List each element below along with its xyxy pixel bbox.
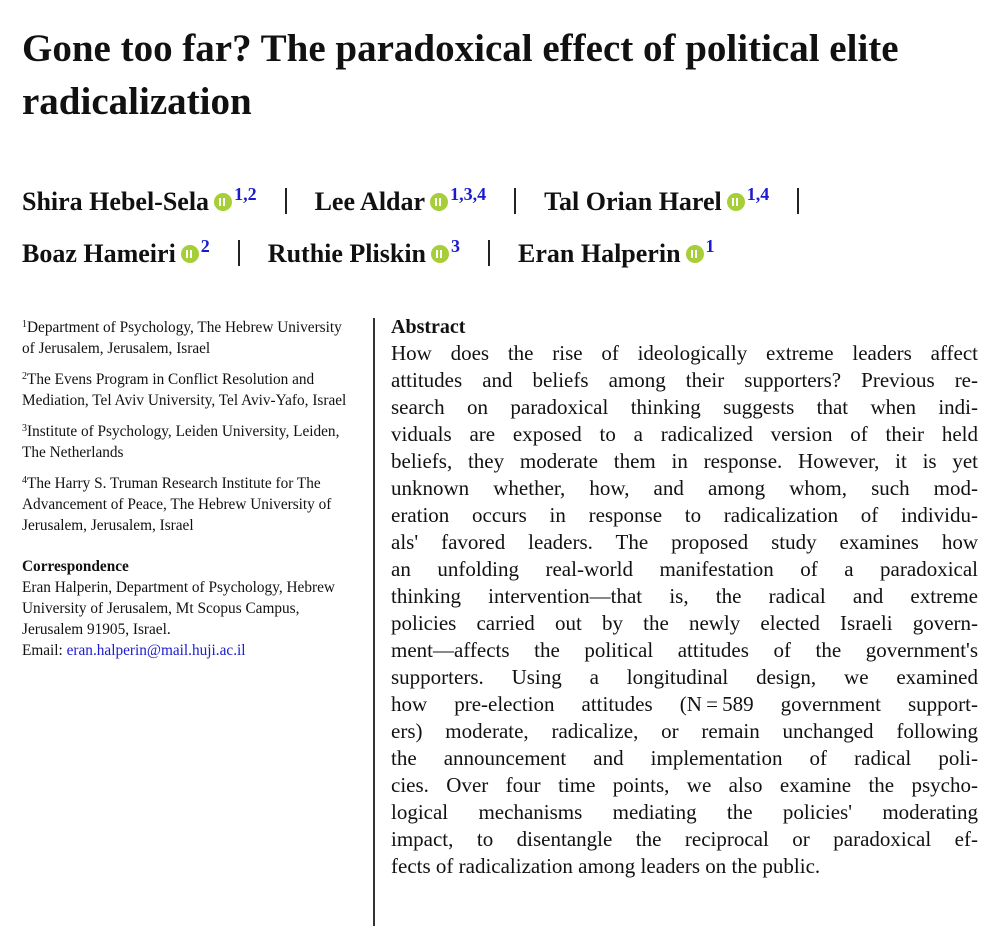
paper-title: Gone too far? The paradoxical effect of … [22, 27, 899, 123]
separator [284, 188, 287, 214]
affiliation-text: Department of Psychology, The Hebrew Uni… [22, 319, 342, 357]
separator [797, 188, 800, 214]
abstract-line: fects of radicalization among leaders on… [391, 854, 821, 878]
author: Lee Aldar 1,3,4 [314, 184, 487, 216]
affiliation-number: 3 [22, 423, 27, 434]
author-name: Boaz Hameiri [22, 239, 176, 268]
author: Eran Halperin 1 [518, 236, 715, 268]
correspondence-heading: Correspondence [22, 558, 129, 575]
author: Ruthie Pliskin 3 [267, 236, 461, 268]
author-name: Ruthie Pliskin [267, 239, 427, 268]
affiliations-column: 1Department of Psychology, The Hebrew Un… [22, 314, 358, 661]
author-name: Eran Halperin [518, 239, 681, 268]
author-affiliation-numbers: 1,4 [746, 184, 770, 204]
abstract-line: ment—affects the political attitudes of … [391, 638, 978, 662]
abstract-line: thinking intervention—that is, the radic… [391, 584, 978, 608]
abstract-line: supporters. Using a longitudinal design,… [391, 665, 978, 689]
correspondence-text: Eran Halperin, Department of Psychology,… [22, 579, 335, 638]
affiliation: 1Department of Psychology, The Hebrew Un… [22, 314, 358, 359]
author-affiliation-numbers: 1 [705, 236, 715, 256]
author-affiliation-numbers: 2 [200, 236, 210, 256]
abstract-line: impact, to disentangle the reciprocal or… [391, 827, 978, 851]
separator [237, 240, 240, 266]
author-name: Shira Hebel-Sela [22, 187, 210, 216]
abstract-line: How does the rise of ideologically extre… [391, 341, 978, 365]
abstract-line: beliefs, they moderate them in response.… [391, 449, 978, 473]
author-affiliation-numbers: 3 [451, 236, 461, 256]
author-name: Lee Aldar [314, 187, 426, 216]
abstract-line: eration occurs in response to radicaliza… [391, 503, 978, 527]
abstract-line: search on paradoxical thinking suggests … [391, 395, 978, 419]
author-list: Shira Hebel-Sela 1,2 Lee Aldar 1,3,4 Tal Ori… [22, 172, 982, 276]
abstract-line: how pre-election attitudes (N = 589 gove… [391, 692, 978, 716]
author-affiliation-numbers: 1,3,4 [450, 184, 487, 204]
abstract-body: How does the rise of ideologically extre… [391, 340, 978, 880]
orcid-icon[interactable] [430, 193, 449, 211]
orcid-icon[interactable] [214, 193, 233, 211]
orcid-icon[interactable] [685, 245, 704, 263]
abstract-line: viduals are exposed to a radicalized ver… [391, 422, 978, 446]
abstract-line: attitudes and beliefs among their suppor… [391, 368, 978, 392]
author: Shira Hebel-Sela 1,2 [22, 184, 257, 216]
separator [514, 188, 517, 214]
affiliation: 3Institute of Psychology, Leiden Univers… [22, 418, 358, 463]
affiliation: 2The Evens Program in Conflict Resolutio… [22, 366, 358, 411]
abstract-line: ers) moderate, radicalize, or remain unc… [391, 719, 978, 743]
abstract-line: an unfolding real-world manifestation of… [391, 557, 978, 581]
affiliation-number: 2 [22, 371, 27, 382]
affiliation-text: Institute of Psychology, Leiden Universi… [22, 423, 340, 461]
affiliation-text: The Harry S. Truman Research Institute f… [22, 475, 332, 534]
abstract-line: policies carried out by the newly electe… [391, 611, 978, 635]
abstract-line: logical mechanisms mediating the policie… [391, 800, 978, 824]
affiliation: 4The Harry S. Truman Research Institute … [22, 470, 358, 536]
abstract-heading: Abstract [391, 316, 466, 338]
abstract-line: cies. Over four time points, we also exa… [391, 773, 978, 797]
orcid-icon[interactable] [431, 245, 450, 263]
affiliation-number: 4 [22, 475, 27, 486]
affiliation-text: The Evens Program in Conflict Resolution… [22, 371, 347, 409]
correspondence: Correspondence Eran Halperin, Department… [22, 556, 358, 661]
column-rule [373, 318, 375, 926]
email-link[interactable]: eran.halperin@mail.huji.ac.il [66, 642, 246, 659]
separator [488, 240, 491, 266]
orcid-icon[interactable] [180, 245, 199, 263]
abstract-line: als' favored leaders. The proposed study… [391, 530, 978, 554]
author: Tal Orian Harel 1,4 [544, 184, 770, 216]
email-label: Email: [22, 642, 63, 659]
affiliation-number: 1 [22, 319, 27, 330]
abstract-line: unknown whether, how, and among whom, su… [391, 476, 978, 500]
affiliation-list: 1Department of Psychology, The Hebrew Un… [22, 314, 358, 536]
author: Boaz Hameiri 2 [22, 236, 210, 268]
author-name: Tal Orian Harel [544, 187, 722, 216]
author-affiliation-numbers: 1,2 [234, 184, 257, 204]
orcid-icon[interactable] [726, 193, 745, 211]
abstract: Abstract How does the rise of ideologica… [391, 314, 978, 880]
abstract-line: the announcement and implementation of r… [391, 746, 978, 770]
